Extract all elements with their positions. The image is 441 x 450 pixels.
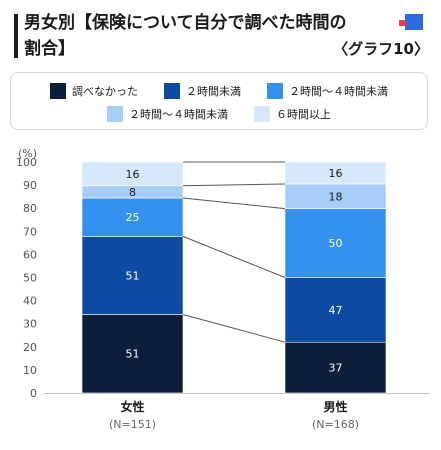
legend-row-1: 調べなかった ２時間未満 ２時間〜４時間未満 — [11, 83, 427, 99]
y-tick-label: 60 — [23, 248, 37, 261]
data-label: 16 — [126, 168, 140, 181]
bar-segment — [284, 341, 387, 394]
data-label: 37 — [329, 362, 343, 375]
legend-swatch — [107, 106, 123, 122]
connector-line — [182, 313, 286, 343]
bar-segment — [81, 236, 184, 315]
legend-item: ２時間〜４時間未満 — [107, 106, 228, 122]
legend-label: 調べなかった — [72, 85, 138, 98]
category-label: 女性 — [120, 399, 144, 414]
y-tick-label: 50 — [23, 272, 37, 285]
data-label: 16 — [329, 167, 343, 180]
legend-item: ２時間未満 — [164, 83, 241, 99]
category-label: 男性 — [323, 399, 347, 414]
y-tick-label: 70 — [23, 225, 37, 238]
chart-title: 男女別【保険について自分で調べた時間の 割合】 — [24, 13, 347, 59]
y-tick-label: 90 — [23, 179, 37, 192]
y-tick-label: 10 — [23, 364, 37, 377]
legend-swatch — [267, 83, 283, 99]
connector-line — [182, 235, 286, 278]
legend-label: ２時間〜４時間未満 — [129, 108, 228, 121]
graph-number-label: 〈グラフ10〉 — [333, 40, 429, 58]
y-tick-label: 100 — [16, 156, 37, 169]
bar-segment — [81, 314, 184, 394]
legend-label: ２時間未満 — [186, 85, 241, 98]
bar-segment — [284, 277, 387, 343]
legend-item: ２時間〜４時間未満 — [267, 83, 388, 99]
data-label: 18 — [329, 190, 343, 203]
connector-line — [182, 183, 286, 187]
category-sample-size: (N=151) — [109, 418, 156, 431]
legend-swatch — [164, 83, 180, 99]
bar-segment — [284, 161, 387, 185]
data-label: 50 — [329, 237, 343, 250]
category-sample-size: (N=168) — [312, 418, 359, 431]
legend-swatch — [50, 83, 66, 99]
y-tick-label: 0 — [30, 387, 37, 400]
y-tick-label: 40 — [23, 295, 37, 308]
y-tick-label: 20 — [23, 341, 37, 354]
bar-segment — [81, 197, 184, 237]
data-label: 51 — [126, 348, 140, 361]
bar-segment — [284, 183, 387, 209]
y-tick-label: 30 — [23, 318, 37, 331]
data-label: 47 — [329, 304, 343, 317]
stacked-bar-chart: (%) 0 10 20 30 40 50 60 70 80 90 100 51 51 25 8 16 女性 (N=1… — [16, 147, 430, 431]
legend-label: ６時間以上 — [276, 108, 331, 121]
legend-item: ６時間以上 — [254, 106, 331, 122]
bar-segment — [81, 161, 184, 187]
legend-swatch — [254, 106, 270, 122]
data-label: 8 — [129, 186, 136, 199]
connector-line — [182, 197, 286, 210]
y-axis-unit-label: (%) — [18, 147, 37, 160]
data-label: 25 — [126, 211, 140, 224]
legend-label: ２時間〜４時間未満 — [289, 85, 388, 98]
brand-logo-icon — [399, 14, 423, 30]
legend-row-2: ２時間〜４時間未満 ６時間以上 — [11, 106, 427, 122]
title-accent-bar — [14, 14, 18, 58]
data-label: 51 — [126, 269, 140, 282]
legend-item: 調べなかった — [50, 83, 138, 99]
y-tick-label: 80 — [23, 202, 37, 215]
bar-segment — [284, 208, 387, 278]
legend: 調べなかった ２時間未満 ２時間〜４時間未満 ２時間〜４時間未満 ６時間以上 — [10, 72, 428, 130]
